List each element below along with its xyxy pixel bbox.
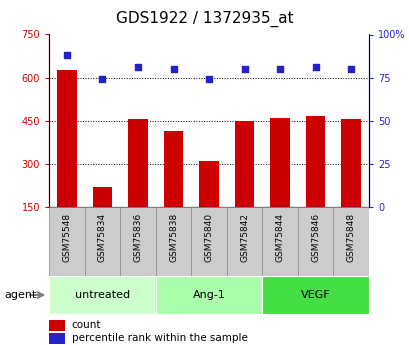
Text: GSM75848: GSM75848 [346, 213, 355, 262]
Point [347, 66, 354, 72]
Point [99, 77, 106, 82]
Bar [92, 187, 112, 207]
Point [276, 66, 283, 72]
Bar [163, 131, 183, 207]
Text: percentile rank within the sample: percentile rank within the sample [72, 333, 247, 343]
Bar [155, 276, 262, 314]
Bar [155, 207, 191, 276]
Bar [49, 333, 65, 344]
Bar [85, 207, 120, 276]
Bar [128, 119, 148, 207]
Bar [305, 117, 325, 207]
Bar [199, 161, 218, 207]
Point [170, 66, 176, 72]
Text: GSM75840: GSM75840 [204, 213, 213, 262]
Bar [49, 276, 155, 314]
Point [135, 65, 141, 70]
Bar [57, 70, 76, 207]
Text: GSM75842: GSM75842 [240, 213, 249, 262]
Text: GSM75834: GSM75834 [98, 213, 107, 262]
Bar [120, 207, 155, 276]
Bar [262, 207, 297, 276]
Text: count: count [72, 321, 101, 331]
Bar [49, 320, 65, 331]
Text: GSM75846: GSM75846 [310, 213, 319, 262]
Text: Ang-1: Ang-1 [192, 290, 225, 300]
Bar [226, 207, 262, 276]
Text: GSM75548: GSM75548 [62, 213, 71, 262]
Text: VEGF: VEGF [300, 290, 330, 300]
Bar [297, 207, 333, 276]
Bar [270, 118, 289, 207]
Point [63, 52, 70, 58]
Bar [341, 119, 360, 207]
Text: GDS1922 / 1372935_at: GDS1922 / 1372935_at [116, 10, 293, 27]
Bar [49, 207, 85, 276]
Point [241, 66, 247, 72]
Bar [333, 207, 368, 276]
Text: GSM75836: GSM75836 [133, 213, 142, 262]
Text: agent: agent [4, 290, 36, 300]
Bar [191, 207, 226, 276]
Text: untreated: untreated [75, 290, 130, 300]
Bar [234, 121, 254, 207]
Bar [262, 276, 368, 314]
Point [312, 65, 318, 70]
Text: GSM75838: GSM75838 [169, 213, 178, 262]
Point [205, 77, 212, 82]
Text: GSM75844: GSM75844 [275, 213, 284, 262]
